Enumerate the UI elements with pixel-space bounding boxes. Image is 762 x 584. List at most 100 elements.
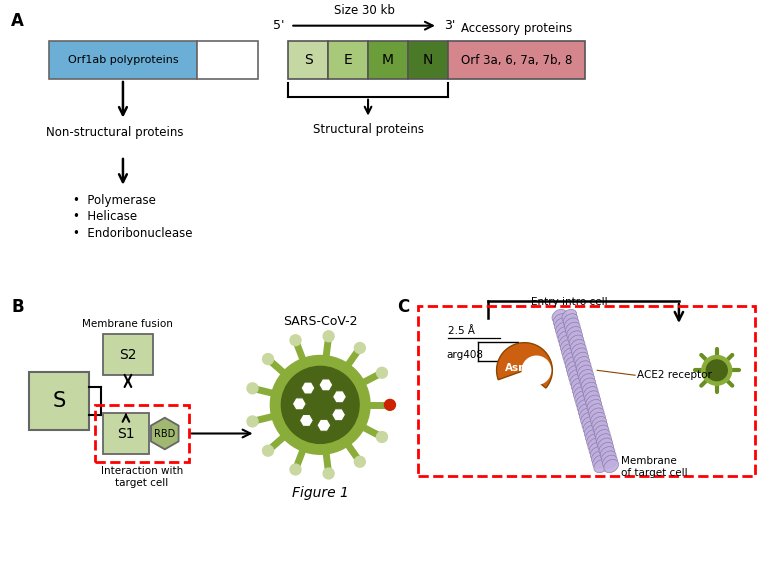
Circle shape bbox=[290, 464, 301, 475]
Ellipse shape bbox=[595, 429, 610, 443]
Polygon shape bbox=[331, 409, 346, 420]
Ellipse shape bbox=[576, 361, 591, 374]
Ellipse shape bbox=[558, 331, 573, 344]
Text: Structural proteins: Structural proteins bbox=[312, 123, 424, 137]
Ellipse shape bbox=[568, 370, 584, 383]
Text: arg408: arg408 bbox=[447, 350, 484, 360]
Ellipse shape bbox=[591, 412, 605, 426]
Circle shape bbox=[290, 335, 301, 346]
FancyBboxPatch shape bbox=[197, 41, 258, 79]
Ellipse shape bbox=[553, 314, 568, 327]
FancyBboxPatch shape bbox=[448, 41, 585, 79]
Text: Membrane fusion: Membrane fusion bbox=[82, 319, 174, 329]
Text: E: E bbox=[344, 53, 353, 67]
Ellipse shape bbox=[586, 395, 600, 408]
Ellipse shape bbox=[588, 438, 603, 451]
Polygon shape bbox=[299, 415, 313, 426]
Polygon shape bbox=[301, 382, 315, 394]
Text: Accessory proteins: Accessory proteins bbox=[461, 22, 572, 34]
Text: Non-structural proteins: Non-structural proteins bbox=[46, 126, 184, 140]
Polygon shape bbox=[317, 419, 331, 431]
Text: Entry intro cell: Entry intro cell bbox=[531, 297, 607, 307]
Ellipse shape bbox=[594, 425, 609, 439]
Ellipse shape bbox=[593, 421, 608, 434]
Wedge shape bbox=[497, 343, 552, 388]
Ellipse shape bbox=[592, 416, 607, 430]
Ellipse shape bbox=[570, 339, 585, 353]
Circle shape bbox=[263, 445, 274, 456]
Text: B: B bbox=[11, 298, 24, 316]
Text: SARS-CoV-2: SARS-CoV-2 bbox=[283, 315, 357, 328]
Ellipse shape bbox=[589, 442, 604, 456]
Ellipse shape bbox=[591, 447, 605, 460]
Circle shape bbox=[376, 367, 387, 378]
Ellipse shape bbox=[581, 412, 595, 426]
Text: C: C bbox=[397, 298, 409, 316]
Ellipse shape bbox=[584, 387, 598, 400]
Ellipse shape bbox=[566, 361, 581, 374]
Ellipse shape bbox=[584, 425, 599, 439]
Text: N: N bbox=[423, 53, 433, 67]
Ellipse shape bbox=[585, 429, 600, 443]
Ellipse shape bbox=[601, 451, 616, 464]
Circle shape bbox=[247, 416, 258, 427]
FancyBboxPatch shape bbox=[408, 41, 448, 79]
Circle shape bbox=[376, 432, 387, 443]
Ellipse shape bbox=[600, 447, 615, 460]
Ellipse shape bbox=[574, 352, 588, 366]
Ellipse shape bbox=[579, 408, 594, 421]
Polygon shape bbox=[319, 379, 333, 391]
Circle shape bbox=[323, 468, 334, 479]
Ellipse shape bbox=[560, 339, 575, 353]
FancyBboxPatch shape bbox=[368, 41, 408, 79]
Ellipse shape bbox=[584, 391, 600, 404]
Ellipse shape bbox=[555, 318, 569, 331]
FancyBboxPatch shape bbox=[29, 372, 89, 430]
Text: Figure 1: Figure 1 bbox=[292, 486, 349, 500]
Ellipse shape bbox=[557, 326, 572, 340]
Ellipse shape bbox=[563, 314, 578, 327]
Ellipse shape bbox=[587, 434, 601, 447]
Ellipse shape bbox=[562, 343, 576, 357]
Ellipse shape bbox=[604, 460, 619, 472]
Circle shape bbox=[247, 383, 258, 394]
Ellipse shape bbox=[582, 383, 597, 395]
Circle shape bbox=[281, 366, 359, 443]
Ellipse shape bbox=[565, 318, 579, 331]
Ellipse shape bbox=[594, 460, 609, 472]
Circle shape bbox=[271, 356, 370, 454]
Ellipse shape bbox=[575, 356, 590, 370]
Text: S1: S1 bbox=[117, 426, 135, 440]
Ellipse shape bbox=[567, 326, 581, 340]
Text: Orf1ab polyproteins: Orf1ab polyproteins bbox=[68, 55, 178, 65]
Text: •  Endoribonuclease: • Endoribonuclease bbox=[73, 227, 193, 240]
Text: M: M bbox=[382, 53, 394, 67]
Ellipse shape bbox=[578, 404, 593, 417]
Circle shape bbox=[354, 343, 365, 353]
Text: A: A bbox=[11, 12, 24, 30]
FancyBboxPatch shape bbox=[288, 41, 328, 79]
Ellipse shape bbox=[573, 348, 588, 361]
Text: Orf 3a, 6, 7a, 7b, 8: Orf 3a, 6, 7a, 7b, 8 bbox=[461, 54, 572, 67]
Polygon shape bbox=[332, 391, 347, 403]
Ellipse shape bbox=[568, 365, 582, 378]
Ellipse shape bbox=[552, 310, 567, 322]
Ellipse shape bbox=[587, 399, 602, 413]
Ellipse shape bbox=[580, 374, 594, 387]
Ellipse shape bbox=[571, 378, 586, 391]
Ellipse shape bbox=[590, 408, 604, 421]
Ellipse shape bbox=[575, 391, 590, 404]
Ellipse shape bbox=[578, 365, 592, 378]
Ellipse shape bbox=[581, 378, 596, 391]
Text: S: S bbox=[304, 53, 312, 67]
Text: S: S bbox=[53, 391, 66, 411]
Ellipse shape bbox=[565, 356, 580, 370]
Circle shape bbox=[385, 399, 395, 411]
Text: ACE2 receptor: ACE2 receptor bbox=[637, 370, 712, 380]
Ellipse shape bbox=[564, 352, 578, 366]
Ellipse shape bbox=[583, 421, 598, 434]
Ellipse shape bbox=[574, 387, 588, 400]
Text: Interaction with
target cell: Interaction with target cell bbox=[101, 466, 183, 488]
Ellipse shape bbox=[565, 322, 581, 335]
Text: Asn90: Asn90 bbox=[504, 363, 540, 373]
